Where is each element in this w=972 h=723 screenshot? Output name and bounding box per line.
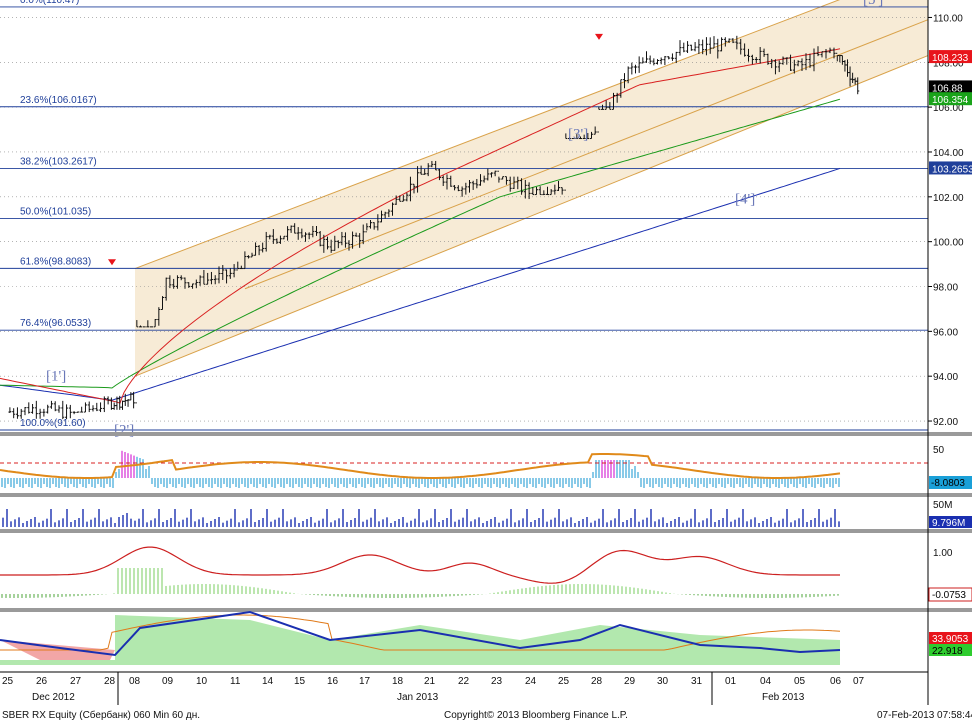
x-tick-label: 31: [691, 676, 703, 687]
macd-line: [0, 546, 840, 584]
price-tag: 108.233: [932, 53, 969, 64]
wave-label: [2']: [114, 422, 134, 438]
price-bars: [8, 35, 860, 420]
y-tick-label: 92.00: [933, 417, 958, 428]
ma-red: [0, 48, 841, 404]
rsi-level-label: 50: [933, 445, 945, 456]
panel-separator: [0, 529, 972, 533]
x-tick-label: 15: [294, 676, 306, 687]
x-tick-label: 14: [262, 676, 274, 687]
dmi-minus-tag-bg: [929, 644, 972, 656]
price-axis: 92.00 94.00 96.00 98.00 100.00 102.00 104.00 10…: [927, 0, 972, 705]
fib-label: 38.2%(103.2617): [20, 157, 97, 168]
x-tick-label: 25: [2, 676, 14, 687]
x-group-label: Dec 2012: [32, 692, 75, 703]
y-tick-label: 106.00: [933, 103, 964, 114]
wave-label: [1']: [46, 369, 66, 385]
channel-lower: [134, 55, 929, 377]
footer-title: SBER RX Equity (Сбербанк) 060 Min 60 дн.: [2, 709, 200, 721]
y-tick-label: 96.00: [933, 327, 958, 338]
dmi-plus-tag: 33.9053: [932, 634, 969, 645]
x-tick-label: 24: [525, 676, 537, 687]
date-axis: 25 26 27 28 08 09 10 11 14 15 16 17 18 21 22 23 24 25 28 29…: [0, 671, 928, 705]
macd-tag: -0.0753: [932, 590, 966, 601]
macd-level-label: 1.00: [933, 548, 953, 559]
fib-label: 50.0%(101.035): [20, 206, 91, 217]
x-tick-label: 21: [424, 676, 436, 687]
price-tag-bg: [929, 50, 972, 64]
x-tick-label: 09: [162, 676, 174, 687]
wave-label: [3']: [568, 127, 588, 143]
fib-label: 61.8%(98.8083): [20, 256, 91, 267]
x-group-label: Jan 2013: [397, 692, 439, 703]
x-tick-label: 30: [657, 676, 669, 687]
x-group-label: Feb 2013: [762, 692, 805, 703]
x-tick-label: 16: [327, 676, 339, 687]
price-tag-bg: [929, 80, 972, 94]
macd-tag-bg: [928, 587, 972, 602]
volume-scale-label: 50M: [933, 500, 952, 511]
x-tick-label: 28: [591, 676, 603, 687]
panel-separator: [0, 608, 972, 612]
rsi-tag: -8.0803: [931, 478, 965, 489]
sell-arrow: [108, 259, 116, 266]
x-tick-label: 22: [458, 676, 470, 687]
x-tick-label: 04: [760, 676, 772, 687]
x-tick-label: 28: [104, 676, 116, 687]
y-tick-label: 100.00: [933, 238, 964, 249]
moving-averages: [0, 48, 841, 404]
y-tick-label: 110.00: [933, 13, 963, 24]
rsi-tag-bg: [929, 476, 972, 489]
wave-label: [5']: [863, 0, 883, 8]
ma-blue: [0, 167, 841, 401]
footer-timestamp: 07-Feb-2013 07:58:44: [877, 710, 972, 721]
x-tick-label: 26: [36, 676, 48, 687]
y-tick-label: 104.00: [933, 148, 964, 159]
wave-label: [4']: [735, 192, 755, 208]
channel-mid: [244, 19, 929, 290]
volume-tag-bg: [929, 516, 972, 528]
price-tag-bg: [929, 92, 972, 106]
dmi-fill: [0, 615, 840, 665]
dmi-line-orange: [0, 614, 841, 651]
x-tick-label: 11: [230, 676, 241, 687]
x-tick-label: 06: [830, 676, 842, 687]
indicator-panels: 50 -8.0803 50M 9.796M 1.00 -0.0753 33.905322.9…: [0, 432, 972, 665]
y-tick-label: 102.00: [933, 193, 964, 204]
price-tag: 103.2653: [932, 164, 972, 175]
price-tag: 106.354: [932, 95, 969, 106]
x-tick-label: 18: [392, 676, 404, 687]
volume-tag: 9.796M: [932, 518, 965, 529]
y-tick-label: 94.00: [933, 372, 958, 383]
footer-copyright: Copyright© 2013 Bloomberg Finance L.P.: [444, 710, 628, 721]
x-tick-label: 23: [491, 676, 503, 687]
panel-separator: [0, 432, 972, 436]
x-tick-label: 25: [558, 676, 570, 687]
y-tick-label: 98.00: [933, 283, 958, 294]
x-tick-label: 05: [794, 676, 806, 687]
rsi-line: [0, 453, 841, 479]
x-tick-label: 08: [129, 676, 141, 687]
fibonacci-levels: 0.0%(110.47) 23.6%(106.0167) 38.2%(103.261…: [0, 0, 928, 431]
price-tag: 106.88: [932, 83, 963, 94]
dmi-line-blue: [0, 610, 841, 657]
sell-arrow: [595, 33, 603, 40]
footer: SBER RX Equity (Сбербанк) 060 Min 60 дн.…: [2, 709, 972, 721]
x-tick-label: 29: [624, 676, 636, 687]
dmi-plus-tag-bg: [929, 632, 972, 644]
x-tick-label: 07: [853, 676, 865, 687]
price-tag-bg: [929, 161, 972, 175]
dmi-minus-tag: 22.918: [932, 646, 963, 657]
fib-label: 0.0%(110.47): [20, 0, 79, 6]
x-tick-label: 17: [359, 676, 371, 687]
x-tick-label: 27: [70, 676, 82, 687]
y-tick-label: 108.00: [933, 58, 964, 69]
fib-label: 100.0%(91.60): [20, 418, 86, 429]
fib-label: 76.4%(96.0533): [20, 318, 91, 329]
x-tick-label: 01: [725, 676, 737, 687]
x-tick-label: 10: [196, 676, 208, 687]
fib-label: 23.6%(106.0167): [20, 95, 97, 106]
panel-separator: [0, 493, 972, 497]
